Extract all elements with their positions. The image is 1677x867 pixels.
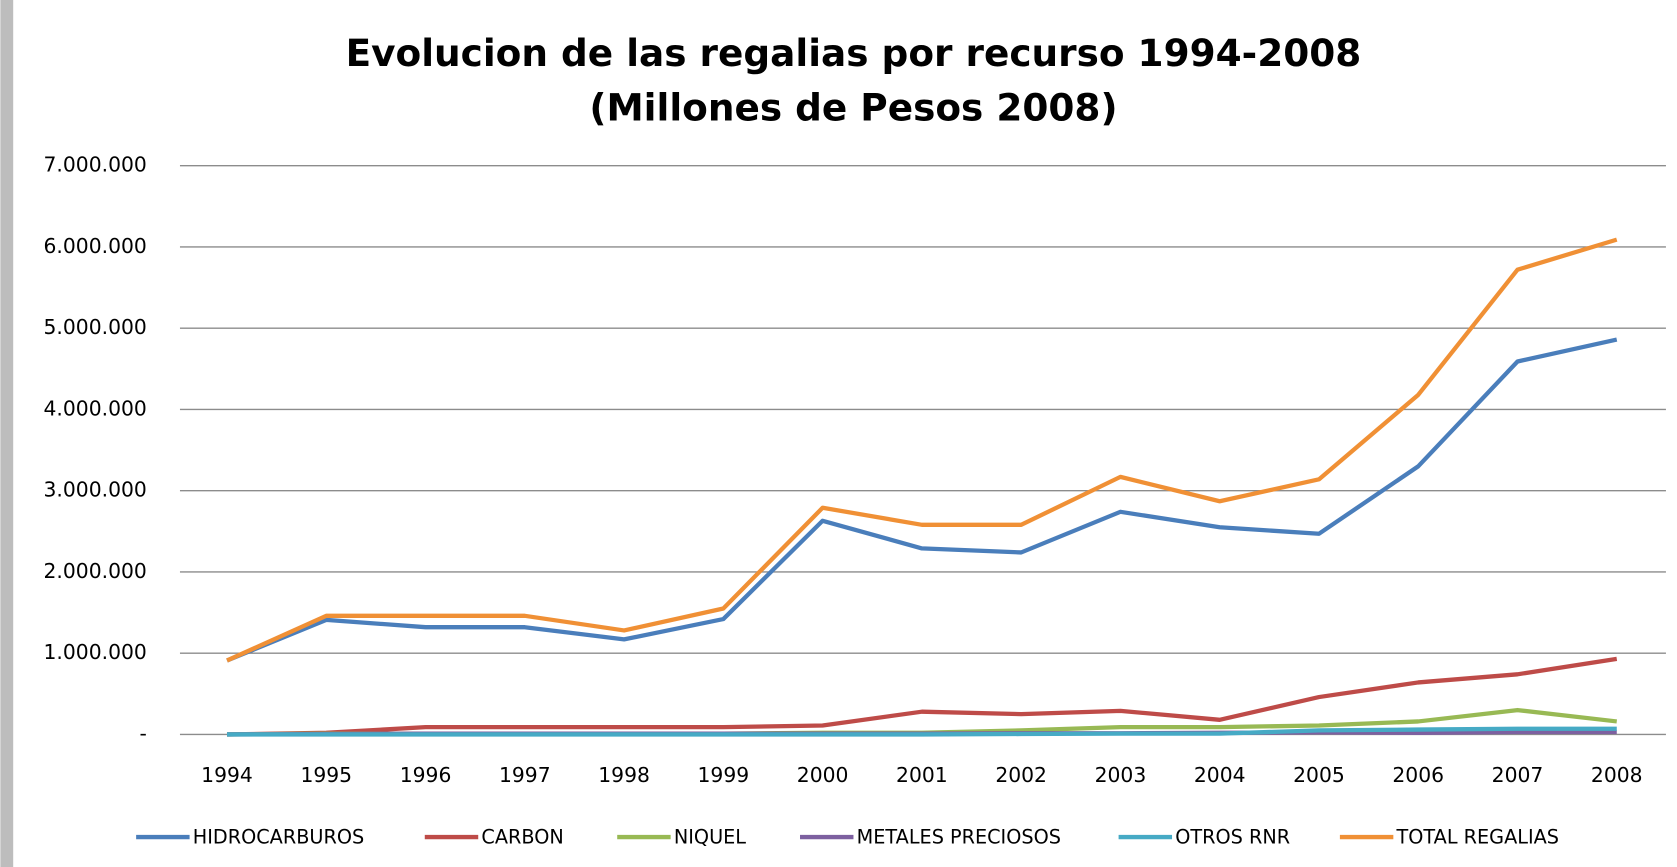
legend-label: CARBON <box>481 826 563 849</box>
x-tick-label: 1999 <box>698 763 750 787</box>
chart-subtitle: (Millones de Pesos 2008) <box>589 86 1117 130</box>
y-tick-label: 3.000.000 <box>44 478 147 502</box>
x-tick-label: 2000 <box>797 763 849 787</box>
legend-label: METALES PRECIOSOS <box>857 826 1061 849</box>
y-tick-label: 1.000.000 <box>44 640 147 664</box>
x-tick-label: 2002 <box>995 763 1047 787</box>
x-tick-label: 1998 <box>598 763 650 787</box>
series-line <box>227 726 1617 737</box>
x-tick-label: 1995 <box>300 763 352 787</box>
x-tick-label: 2004 <box>1194 763 1246 787</box>
x-tick-label: 2007 <box>1492 763 1544 787</box>
x-tick-label: 1997 <box>499 763 551 787</box>
x-tick-label: 2001 <box>896 763 948 787</box>
x-tick-label: 1996 <box>400 763 452 787</box>
y-tick-label: - <box>139 721 146 745</box>
x-tick-label: 1994 <box>201 763 253 787</box>
y-tick-label: 7.000.000 <box>44 153 147 177</box>
chart-title: Evolucion de las regalias por recurso 19… <box>346 31 1362 75</box>
y-tick-label: 2.000.000 <box>44 559 147 583</box>
series-line <box>226 656 1618 737</box>
series-line <box>226 237 1618 663</box>
y-tick-label: 4.000.000 <box>44 396 147 420</box>
legend-label: HIDROCARBUROS <box>193 826 364 849</box>
y-tick-label: 5.000.000 <box>44 315 147 339</box>
x-tick-label: 2006 <box>1392 763 1444 787</box>
series-line <box>226 337 1618 663</box>
x-tick-label: 2003 <box>1095 763 1147 787</box>
legend-label: TOTAL REGALIAS <box>1396 826 1559 849</box>
x-tick-label: 2005 <box>1293 763 1345 787</box>
legend-label: NIQUEL <box>674 826 746 849</box>
y-tick-label: 6.000.000 <box>44 234 147 258</box>
frame <box>0 0 14 867</box>
legend-label: OTROS RNR <box>1175 826 1290 849</box>
x-tick-label: 2008 <box>1591 763 1643 787</box>
